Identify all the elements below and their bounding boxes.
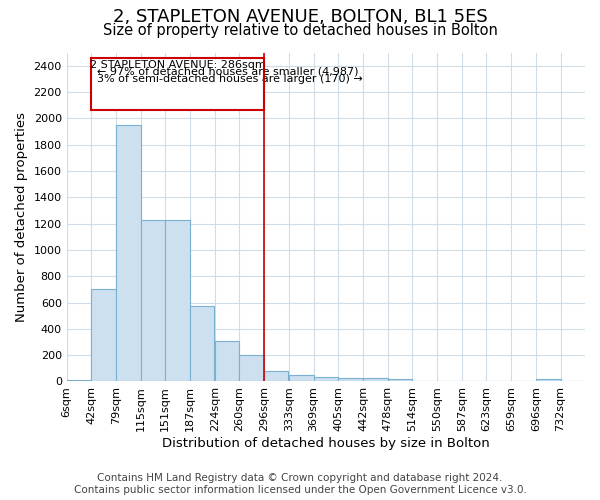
Bar [560, 381, 585, 382]
Text: 2 STAPLETON AVENUE: 286sqm: 2 STAPLETON AVENUE: 286sqm [89, 60, 265, 70]
Bar [338, 378, 362, 382]
Bar [215, 342, 239, 382]
Bar [289, 375, 314, 382]
Y-axis label: Number of detached properties: Number of detached properties [15, 112, 28, 322]
Text: ← 97% of detached houses are smaller (4,987): ← 97% of detached houses are smaller (4,… [97, 67, 358, 77]
Bar [141, 220, 165, 382]
Bar [412, 381, 437, 382]
Bar [239, 355, 264, 382]
X-axis label: Distribution of detached houses by size in Bolton: Distribution of detached houses by size … [162, 437, 490, 450]
FancyBboxPatch shape [91, 58, 264, 110]
Bar [388, 380, 412, 382]
Bar [67, 380, 91, 382]
Bar [536, 379, 560, 382]
Text: 2, STAPLETON AVENUE, BOLTON, BL1 5ES: 2, STAPLETON AVENUE, BOLTON, BL1 5ES [113, 8, 487, 26]
Bar [462, 381, 487, 382]
Text: 3% of semi-detached houses are larger (170) →: 3% of semi-detached houses are larger (1… [97, 74, 362, 84]
Text: Contains HM Land Registry data © Crown copyright and database right 2024.
Contai: Contains HM Land Registry data © Crown c… [74, 474, 526, 495]
Text: Size of property relative to detached houses in Bolton: Size of property relative to detached ho… [103, 22, 497, 38]
Bar [437, 381, 461, 382]
Bar [116, 125, 141, 382]
Bar [91, 290, 116, 382]
Bar [363, 378, 388, 382]
Bar [165, 220, 190, 382]
Bar [314, 377, 338, 382]
Bar [487, 381, 511, 382]
Bar [190, 306, 214, 382]
Bar [264, 371, 289, 382]
Bar [511, 381, 535, 382]
